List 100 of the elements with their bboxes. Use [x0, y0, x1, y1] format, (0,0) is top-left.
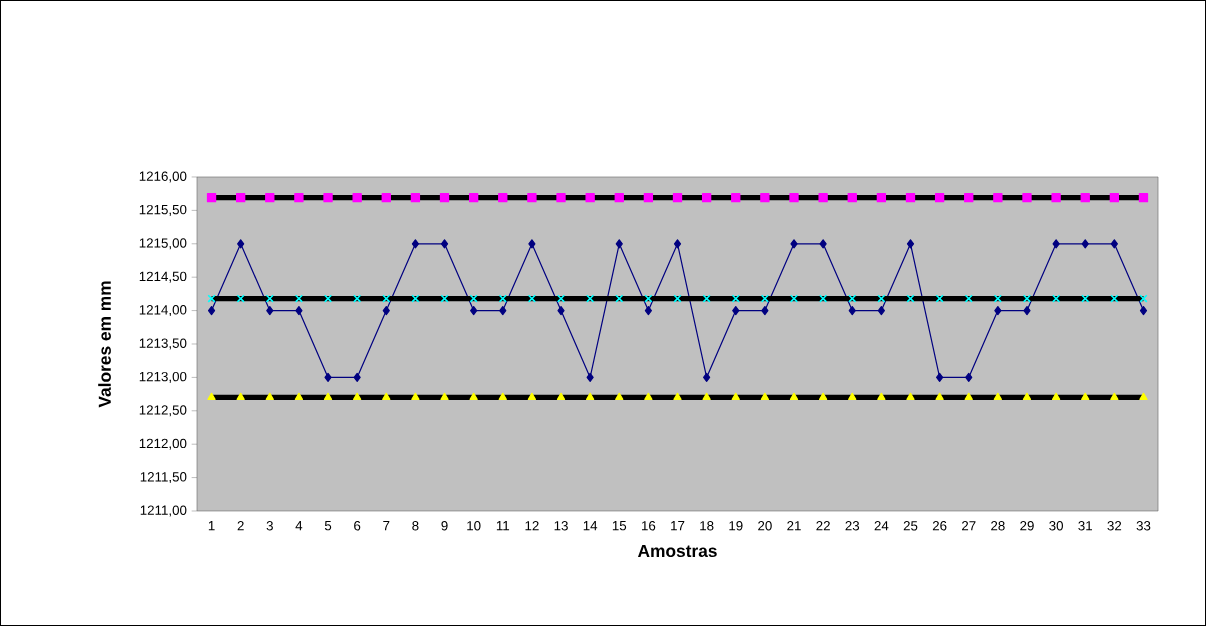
point	[265, 392, 274, 401]
point	[644, 294, 653, 303]
x-tick-label: 28	[991, 521, 1005, 531]
point	[644, 306, 652, 316]
point	[848, 306, 856, 316]
x-tick-label: 6	[354, 521, 361, 531]
point	[615, 239, 623, 249]
point	[498, 193, 508, 203]
point	[789, 193, 799, 203]
point	[294, 193, 304, 203]
x-tick-label: 26	[932, 521, 947, 531]
x-tick-label: 18	[700, 521, 714, 531]
x-tick-label: 24	[874, 521, 889, 531]
point	[673, 392, 682, 401]
point	[207, 306, 216, 316]
y-tick-label: 1215,50	[139, 204, 187, 216]
x-tick-label: 14	[583, 521, 598, 531]
point	[585, 193, 595, 203]
point	[411, 294, 420, 303]
point	[470, 306, 478, 316]
point	[556, 392, 566, 401]
point	[411, 392, 420, 401]
x-tick-label: 10	[467, 521, 481, 531]
point	[935, 294, 944, 303]
x-tick-label: 11	[496, 521, 510, 531]
point	[557, 306, 565, 316]
point	[848, 392, 857, 401]
point	[498, 392, 507, 401]
point	[761, 306, 769, 316]
point	[877, 392, 886, 401]
point	[1139, 294, 1148, 303]
y-tick-label: 1213,00	[139, 371, 187, 383]
point	[644, 392, 653, 401]
x-tick-label: 7	[383, 521, 390, 531]
point	[673, 239, 682, 249]
point	[935, 392, 944, 401]
point	[672, 193, 683, 203]
x-tick-label: 31	[1078, 521, 1092, 531]
point	[236, 193, 246, 203]
point	[469, 294, 478, 303]
point	[266, 306, 274, 316]
x-tick-label: 3	[266, 521, 273, 531]
point	[819, 294, 827, 303]
point	[703, 372, 711, 383]
y-tick-label: 1212,50	[139, 405, 187, 417]
point	[1139, 392, 1148, 401]
point	[1110, 294, 1119, 303]
point	[1051, 392, 1061, 401]
point	[993, 193, 1003, 203]
x-tick-label: 27	[961, 521, 976, 531]
point	[847, 193, 857, 203]
point	[265, 193, 275, 203]
point	[731, 392, 740, 401]
x-tick-label: 5	[324, 521, 332, 531]
y-tick-label: 1211,00	[140, 505, 187, 517]
x-tick-label: 25	[903, 521, 918, 531]
point	[906, 294, 915, 303]
point	[760, 392, 770, 401]
y-tick-label: 1211,50	[140, 472, 187, 484]
point	[528, 294, 536, 303]
point	[527, 392, 537, 401]
point	[1081, 392, 1090, 401]
point	[702, 392, 711, 401]
point	[993, 392, 1002, 401]
x-tick-label: 8	[412, 521, 419, 531]
point	[818, 193, 828, 203]
point	[294, 392, 304, 401]
point	[469, 392, 478, 401]
point	[236, 392, 245, 401]
point	[1110, 392, 1119, 401]
y-tick-label: 1214,50	[139, 271, 187, 283]
point	[440, 392, 449, 401]
x-tick-label: 23	[845, 521, 860, 531]
point	[1138, 193, 1149, 203]
point	[237, 239, 245, 249]
x-tick-label: 9	[441, 521, 448, 531]
point	[761, 294, 769, 303]
point	[1081, 239, 1089, 249]
x-tick-label: 30	[1049, 521, 1064, 531]
point	[934, 193, 945, 203]
point	[790, 239, 798, 249]
point	[877, 294, 886, 303]
point	[353, 372, 361, 383]
point	[732, 306, 740, 316]
x-tick-label: 12	[525, 521, 539, 531]
x-tick-label: 1	[208, 521, 215, 531]
point	[439, 193, 450, 203]
point	[1052, 239, 1060, 249]
point	[468, 193, 479, 203]
x-tick-label: 2	[237, 521, 244, 531]
point	[236, 294, 245, 303]
point	[905, 193, 916, 203]
point	[411, 239, 420, 249]
x-tick-label: 15	[612, 521, 627, 531]
point	[556, 193, 566, 203]
point	[528, 239, 536, 249]
y-tick-label: 1212,00	[139, 438, 187, 450]
point	[1022, 392, 1032, 401]
point	[1023, 306, 1031, 316]
x-tick-label: 32	[1107, 521, 1122, 531]
